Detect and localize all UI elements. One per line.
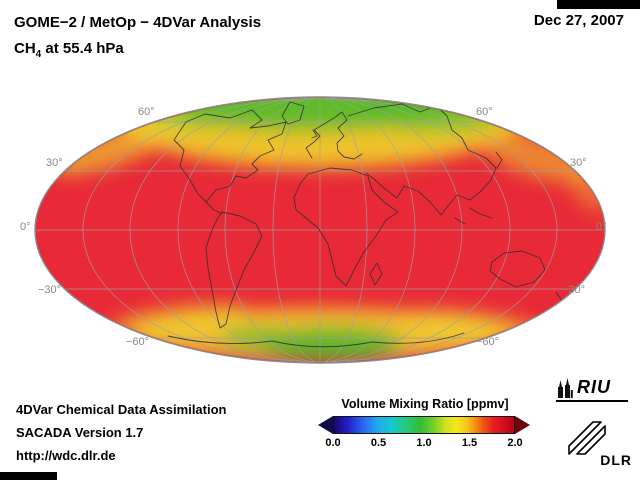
colorbar-bar-row: [318, 416, 532, 434]
lat-label-0-right: 0°: [596, 221, 607, 233]
dlr-wing-icon: [568, 421, 606, 455]
level-label: at 55.4 hPa: [41, 40, 124, 57]
lat-label-60s-left: −60°: [126, 336, 150, 348]
colorbar-tick-0: 0.0: [325, 437, 341, 449]
lat-label-60s-right: −60°: [476, 336, 500, 348]
colorbar-ticks: 0.0 0.5 1.0 1.5 2.0: [325, 437, 522, 452]
plot-date: Dec 27, 2007: [533, 12, 624, 29]
plot-title: GOME−2 / MetOp − 4DVar Analysis CH4 at 5…: [14, 10, 261, 62]
plot-title-line2: CH4 at 55.4 hPa: [14, 36, 261, 62]
colorbar-tick-3: 1.5: [461, 437, 478, 449]
lat-label-30n-right: 30°: [570, 157, 587, 169]
coastlines: [167, 101, 568, 348]
lat-label-30s-left: −30°: [38, 284, 62, 296]
species-label: CH: [14, 40, 36, 57]
lat-label-30s-right: −30°: [562, 284, 586, 296]
colorbar-right-arrow-icon: [515, 416, 530, 434]
colorbar-tick-2: 1.0: [416, 437, 432, 449]
footer-line-version: SACADA Version 1.7: [16, 425, 144, 440]
footer-line-url: http://wdc.dlr.de: [16, 448, 116, 463]
lat-label-0-left: 0°: [20, 221, 31, 233]
footer-line-assimilation: 4DVar Chemical Data Assimilation: [16, 402, 227, 417]
footer-text: 4DVar Chemical Data Assimilation SACADA …: [16, 398, 227, 467]
colorbar-tick-4: 2.0: [507, 437, 523, 449]
world-map: [34, 96, 606, 364]
riu-logo-text: RIU: [577, 377, 611, 397]
lat-label-30n-left: 30°: [46, 157, 63, 169]
plot-title-line1: GOME−2 / MetOp − 4DVar Analysis: [14, 14, 262, 31]
dlr-logo: DLR: [562, 414, 634, 468]
lat-label-60n-left: 60°: [138, 106, 155, 118]
colorbar-tick-1: 0.5: [370, 437, 387, 449]
colorbar: Volume Mixing Ratio [ppmv] 0.0 0.5 1.0 1…: [318, 397, 532, 452]
map-boundary: [34, 96, 606, 364]
riu-logo-underline: [556, 400, 628, 402]
top-right-black-bar: [557, 0, 640, 9]
species-subscript: 4: [35, 49, 42, 60]
riu-logo: RIU: [556, 377, 634, 402]
colorbar-left-arrow-icon: [318, 416, 333, 434]
colorbar-title: Volume Mixing Ratio [ppmv]: [341, 397, 509, 411]
cathedral-icon: [558, 378, 573, 398]
bottom-left-black-bar: [0, 472, 57, 480]
colorbar-gradient-bar: [333, 416, 515, 434]
lat-label-60n-right: 60°: [476, 106, 493, 118]
dlr-logo-text: DLR: [600, 452, 632, 468]
